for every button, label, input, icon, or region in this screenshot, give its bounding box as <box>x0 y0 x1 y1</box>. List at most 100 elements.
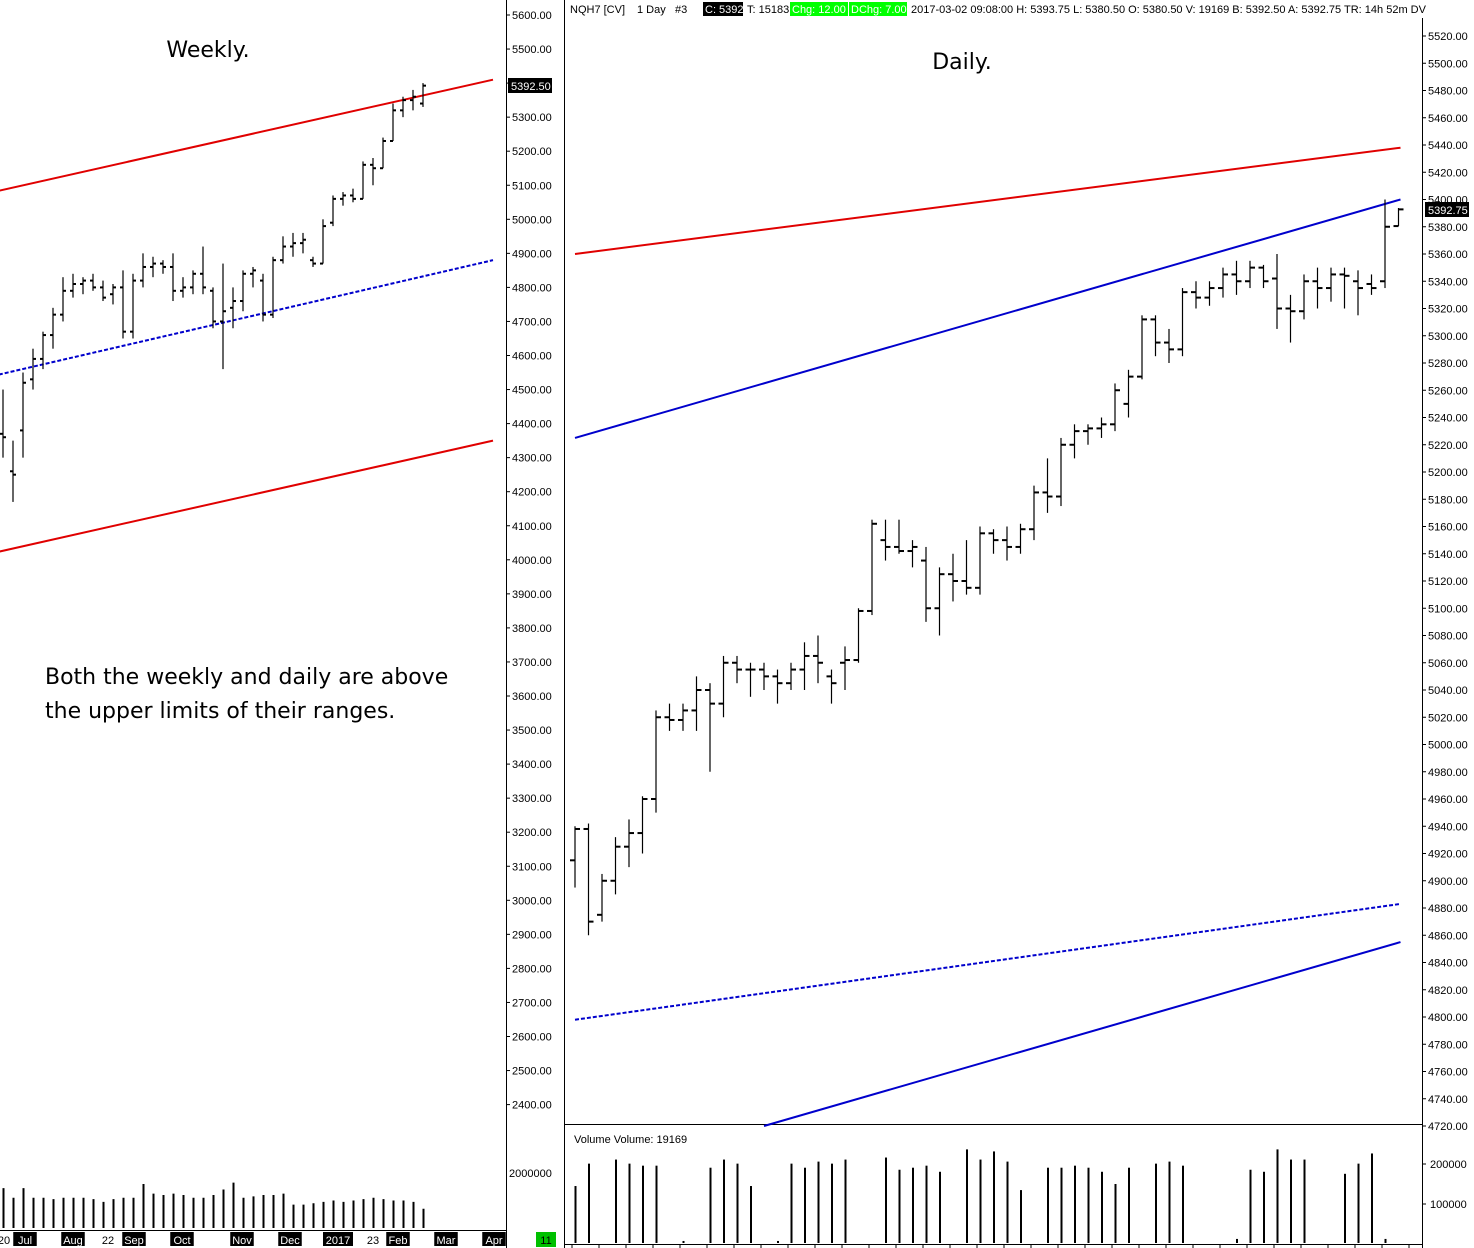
header-ticks: T: 15183 <box>747 4 789 16</box>
header-chg-box <box>790 2 848 16</box>
daily-upper-channel-line <box>574 146 1401 255</box>
header-close: C: 5392.75 <box>705 4 759 16</box>
weekly-lower-channel-line <box>0 439 494 553</box>
weekly-y-tick-label: 5300.00 <box>512 112 552 124</box>
weekly-y-tick-label: 3400.00 <box>512 759 552 771</box>
daily-y-tick-label: 4720.00 <box>1428 1121 1468 1133</box>
weekly-x-label: Nov <box>232 1235 252 1247</box>
daily-title-annotation: Daily. <box>932 50 992 75</box>
weekly-y-tick-label: 5600.00 <box>512 10 552 22</box>
weekly-y-axis-ticks: 5600.005500.005400.005300.005200.005100.… <box>506 10 552 1112</box>
header-close-box <box>703 2 743 16</box>
daily-y-tick-label: 5200.00 <box>1428 467 1468 479</box>
weekly-last-price-label: 5392.50 <box>511 81 551 93</box>
weekly-panel: 5600.005500.005400.005300.005200.005100.… <box>0 0 552 1248</box>
daily-upper-range-line <box>574 198 1401 439</box>
daily-y-tick-label: 5180.00 <box>1428 494 1468 506</box>
daily-y-tick-label: 5420.00 <box>1428 167 1468 179</box>
status-box <box>536 1232 556 1247</box>
weekly-x-label: 23 <box>367 1235 379 1247</box>
daily-channel-lines <box>574 146 1401 1127</box>
header-symbol: NQH7 [CV] <box>570 4 625 16</box>
header-dchg-box <box>849 2 907 16</box>
daily-y-tick-label: 4840.00 <box>1428 958 1468 970</box>
weekly-x-label: Sep <box>124 1235 144 1247</box>
daily-y-tick-label: 5240.00 <box>1428 413 1468 425</box>
daily-y-axis-ticks: 5520.00 5500.00 5480.00 5460.00 5440.00 5420.… <box>1422 31 1468 1133</box>
daily-y-tick-label: 4920.00 <box>1428 849 1468 861</box>
daily-y-tick-label: 5100.00 <box>1428 603 1468 615</box>
daily-x-axis-ticks <box>571 1244 1410 1248</box>
weekly-x-label-box <box>122 1232 146 1246</box>
weekly-channel-lines <box>0 78 494 553</box>
daily-y-tick-label: 4880.00 <box>1428 903 1468 915</box>
weekly-y-tick-label: 4300.00 <box>512 453 552 465</box>
weekly-y-tick-label: 4600.00 <box>512 351 552 363</box>
weekly-y-tick-label: 4400.00 <box>512 419 552 431</box>
daily-last-price-box <box>1425 202 1469 217</box>
weekly-y-tick-label: 3900.00 <box>512 589 552 601</box>
weekly-x-axis-labels: 20 Jul Aug 22 Sep Oct Nov Dec 2017 23 Feb Mar Apr <box>0 1232 506 1247</box>
daily-y-tick-label: 5120.00 <box>1428 576 1468 588</box>
daily-y-tick-label: 4760.00 <box>1428 1067 1468 1079</box>
daily-y-tick-label: 5380.00 <box>1428 222 1468 234</box>
weekly-title-annotation: Weekly. <box>166 38 249 63</box>
weekly-x-label-box <box>61 1232 85 1246</box>
weekly-x-label-box <box>323 1232 353 1246</box>
weekly-price-bars <box>0 83 426 502</box>
weekly-x-label: Feb <box>389 1235 408 1247</box>
weekly-x-label-box <box>386 1232 410 1246</box>
weekly-x-label-box <box>170 1232 194 1246</box>
weekly-upper-channel-line <box>0 78 494 192</box>
weekly-x-label-box <box>278 1232 302 1246</box>
weekly-x-label-box <box>230 1232 254 1246</box>
weekly-x-label: 22 <box>102 1235 114 1247</box>
weekly-volume-tick: 2000000 <box>509 1168 552 1180</box>
weekly-y-tick-label: 5100.00 <box>512 180 552 192</box>
daily-y-tick-label: 5040.00 <box>1428 685 1468 697</box>
weekly-x-label: Apr <box>485 1235 502 1247</box>
weekly-plot-area[interactable] <box>0 0 506 1230</box>
weekly-y-tick-label: 4900.00 <box>512 248 552 260</box>
weekly-y-tick-label: 4000.00 <box>512 555 552 567</box>
daily-y-tick-label: 5260.00 <box>1428 385 1468 397</box>
weekly-y-tick-label: 4200.00 <box>512 487 552 499</box>
weekly-x-label-box <box>13 1232 37 1246</box>
daily-plot-area[interactable] <box>564 18 1422 1244</box>
daily-y-tick-label: 4980.00 <box>1428 767 1468 779</box>
weekly-y-tick-label: 3200.00 <box>512 827 552 839</box>
weekly-x-label: Dec <box>280 1235 300 1247</box>
weekly-x-label: 20 <box>0 1235 10 1247</box>
daily-y-tick-label: 5280.00 <box>1428 358 1468 370</box>
daily-y-tick-label: 5140.00 <box>1428 549 1468 561</box>
weekly-y-tick-label: 3800.00 <box>512 623 552 635</box>
note-annotation-line-2: the upper limits of their ranges. <box>45 699 395 724</box>
daily-y-tick-label: 4820.00 <box>1428 985 1468 997</box>
daily-y-tick-label: 4800.00 <box>1428 1012 1468 1024</box>
weekly-y-tick-label: 4100.00 <box>512 521 552 533</box>
weekly-y-tick-label: 4800.00 <box>512 282 552 294</box>
daily-y-tick-label: 4860.00 <box>1428 930 1468 942</box>
weekly-x-label: Oct <box>173 1235 190 1247</box>
weekly-y-tick-label: 3100.00 <box>512 861 552 873</box>
weekly-y-tick-label: 5200.00 <box>512 146 552 158</box>
weekly-y-tick-label: 2700.00 <box>512 997 552 1009</box>
daily-y-tick-label: 5320.00 <box>1428 304 1468 316</box>
weekly-volume-bars <box>2 1182 425 1228</box>
weekly-y-tick-label: 3600.00 <box>512 691 552 703</box>
daily-y-tick-label: 5440.00 <box>1428 140 1468 152</box>
weekly-y-tick-label: 2500.00 <box>512 1066 552 1078</box>
weekly-x-label: Jul <box>18 1235 32 1247</box>
daily-y-tick-label: 4960.00 <box>1428 794 1468 806</box>
daily-header: NQH7 [CV] 1 Day #3 C: 5392.75 T: 15183 C… <box>570 2 1427 16</box>
daily-y-tick-label: 5520.00 <box>1428 31 1468 43</box>
weekly-y-tick-label: 5000.00 <box>512 214 552 226</box>
daily-y-tick-label: 5060.00 <box>1428 658 1468 670</box>
weekly-x-label: 2017 <box>326 1235 350 1247</box>
weekly-x-label-box <box>482 1232 506 1246</box>
weekly-y-tick-label: 2400.00 <box>512 1100 552 1112</box>
weekly-y-tick-label: 5500.00 <box>512 44 552 56</box>
weekly-y-tick-label: 2600.00 <box>512 1032 552 1044</box>
daily-volume-label: Volume Volume: 19169 <box>574 1134 687 1146</box>
panel-separator[interactable] <box>556 0 564 1248</box>
